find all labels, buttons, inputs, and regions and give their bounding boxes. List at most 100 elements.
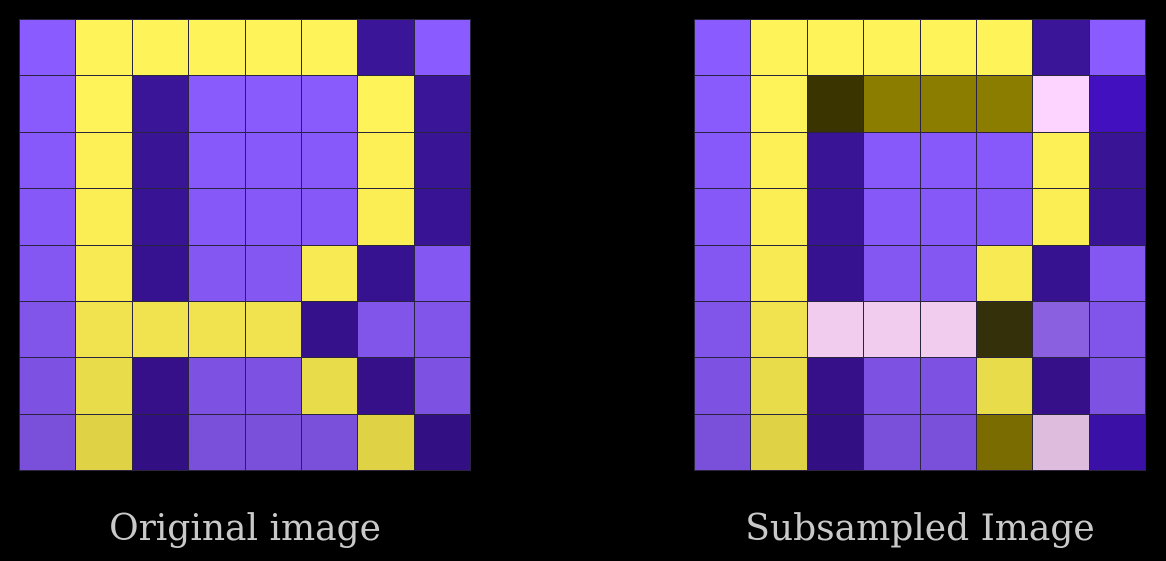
pixel-cell — [807, 245, 864, 301]
pixel-cell — [76, 358, 132, 414]
pixel-cell — [751, 132, 807, 189]
pixel-cell — [864, 20, 920, 76]
pixel-cell — [695, 358, 751, 414]
pixel-cell — [751, 76, 807, 132]
pixel-cell — [301, 189, 358, 245]
pixel-cell — [20, 245, 76, 301]
pixel-cell — [976, 132, 1033, 189]
pixel-cell — [1033, 76, 1089, 132]
pixel-cell — [751, 301, 807, 358]
original-image-panel: Original image — [19, 0, 471, 561]
pixel-cell — [976, 20, 1033, 76]
pixel-cell — [20, 414, 76, 470]
pixel-cell — [132, 301, 189, 358]
pixel-cell — [414, 245, 470, 301]
pixel-cell — [1089, 76, 1145, 132]
pixel-cell — [920, 245, 976, 301]
pixel-cell — [695, 301, 751, 358]
pixel-cell — [245, 132, 301, 189]
pixel-cell — [920, 20, 976, 76]
pixel-cell — [76, 189, 132, 245]
pixel-cell — [245, 301, 301, 358]
pixel-cell — [20, 189, 76, 245]
pixel-cell — [301, 414, 358, 470]
pixel-cell — [920, 132, 976, 189]
pixel-cell — [976, 189, 1033, 245]
pixel-cell — [76, 245, 132, 301]
pixel-cell — [976, 76, 1033, 132]
pixel-cell — [245, 189, 301, 245]
pixel-cell — [1033, 414, 1089, 470]
pixel-cell — [358, 301, 414, 358]
pixel-cell — [864, 358, 920, 414]
subsampled-image-caption: Subsampled Image — [745, 508, 1095, 549]
pixel-cell — [20, 76, 76, 132]
pixel-cell — [920, 76, 976, 132]
pixel-cell — [1089, 189, 1145, 245]
pixel-cell — [132, 245, 189, 301]
pixel-cell — [358, 189, 414, 245]
pixel-cell — [301, 20, 358, 76]
pixel-cell — [751, 189, 807, 245]
pixel-cell — [76, 132, 132, 189]
pixel-cell — [695, 132, 751, 189]
pixel-cell — [358, 76, 414, 132]
pixel-cell — [414, 358, 470, 414]
pixel-cell — [1089, 358, 1145, 414]
pixel-cell — [807, 76, 864, 132]
pixel-cell — [245, 414, 301, 470]
pixel-cell — [920, 189, 976, 245]
pixel-cell — [976, 414, 1033, 470]
pixel-cell — [976, 245, 1033, 301]
pixel-cell — [976, 358, 1033, 414]
pixel-cell — [1033, 132, 1089, 189]
pixel-cell — [20, 20, 76, 76]
pixel-cell — [301, 301, 358, 358]
pixel-cell — [414, 132, 470, 189]
pixel-cell — [695, 20, 751, 76]
pixel-cell — [807, 189, 864, 245]
pixel-cell — [695, 189, 751, 245]
pixel-cell — [976, 301, 1033, 358]
pixel-cell — [20, 358, 76, 414]
pixel-cell — [132, 76, 189, 132]
pixel-cell — [807, 414, 864, 470]
pixel-cell — [751, 245, 807, 301]
pixel-cell — [358, 20, 414, 76]
pixel-cell — [301, 76, 358, 132]
pixel-cell — [414, 189, 470, 245]
subsampled-image-grid — [694, 19, 1146, 471]
pixel-cell — [189, 414, 245, 470]
pixel-cell — [1033, 20, 1089, 76]
pixel-cell — [189, 301, 245, 358]
pixel-cell — [414, 20, 470, 76]
pixel-cell — [751, 414, 807, 470]
original-image-grid — [19, 19, 471, 471]
pixel-cell — [189, 132, 245, 189]
pixel-cell — [1033, 358, 1089, 414]
pixel-cell — [189, 245, 245, 301]
pixel-cell — [358, 358, 414, 414]
pixel-cell — [76, 76, 132, 132]
pixel-cell — [807, 358, 864, 414]
pixel-cell — [132, 358, 189, 414]
pixel-cell — [695, 76, 751, 132]
pixel-cell — [1089, 245, 1145, 301]
pixel-cell — [358, 245, 414, 301]
pixel-cell — [20, 301, 76, 358]
pixel-cell — [1089, 301, 1145, 358]
pixel-cell — [132, 189, 189, 245]
pixel-cell — [920, 358, 976, 414]
pixel-cell — [864, 132, 920, 189]
pixel-cell — [1033, 301, 1089, 358]
pixel-cell — [189, 76, 245, 132]
pixel-cell — [695, 245, 751, 301]
pixel-cell — [76, 301, 132, 358]
pixel-cell — [1089, 20, 1145, 76]
pixel-cell — [132, 132, 189, 189]
pixel-cell — [864, 76, 920, 132]
pixel-cell — [245, 76, 301, 132]
pixel-cell — [920, 414, 976, 470]
pixel-cell — [245, 245, 301, 301]
pixel-cell — [864, 414, 920, 470]
